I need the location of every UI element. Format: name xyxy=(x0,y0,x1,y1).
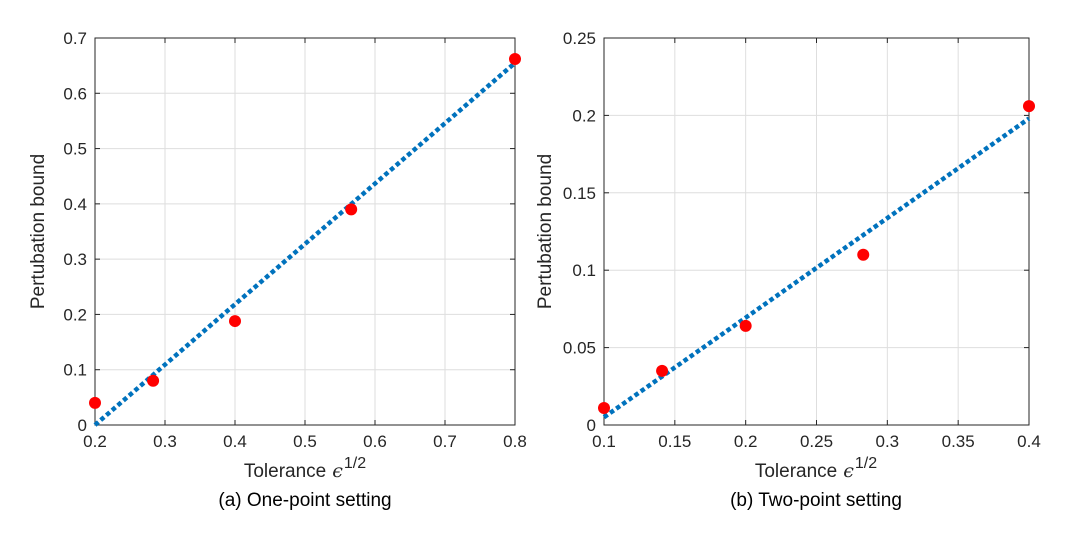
panel-two-point-setting: 0.1 0.15 0.2 0.25 0.3 0.35 0.4 0 0.05 0.1 0.15 0.2 0… xyxy=(535,29,1041,511)
y-tick-label: 0.7 xyxy=(63,29,87,48)
data-point xyxy=(598,401,610,414)
panel-caption: (a) One-point setting xyxy=(218,490,391,511)
x-axis-label-text: Tolerance xyxy=(755,461,837,482)
y-axis-label: Pertubation bound xyxy=(535,154,556,309)
data-point xyxy=(739,319,752,332)
panel-one-point-setting: 0.2 0.3 0.4 0.5 0.6 0.7 0.8 0 0.1 0.2 0.3 0.4 0.5 0.6… xyxy=(28,29,527,511)
data-point xyxy=(147,374,160,387)
y-tick-label: 0.2 xyxy=(63,305,87,324)
fit-line xyxy=(602,116,1031,420)
x-tick-label: 0.6 xyxy=(363,432,387,451)
y-tick-label: 0.4 xyxy=(63,195,87,214)
y-tick-label: 0.15 xyxy=(563,184,596,203)
x-axis-label: Tolerance ϵ1/2 xyxy=(755,455,877,482)
x-tick-label: 0.4 xyxy=(223,432,247,451)
y-tick-label: 0.2 xyxy=(572,106,596,125)
y-tick-label: 0.05 xyxy=(563,339,596,358)
x-tick-label: 0.25 xyxy=(800,432,833,451)
x-tick-label: 0.2 xyxy=(734,432,758,451)
x-axis-label-exponent: 1/2 xyxy=(855,455,877,472)
panel-caption: (b) Two-point setting xyxy=(730,490,902,511)
x-axis-label: Tolerance ϵ1/2 xyxy=(244,455,366,482)
x-tick-label: 0.15 xyxy=(658,432,691,451)
data-point xyxy=(229,315,241,328)
x-tick-label: 0.5 xyxy=(293,432,317,451)
x-axis-label-exponent: 1/2 xyxy=(344,455,366,472)
y-tick-label: 0.1 xyxy=(572,261,596,280)
x-tick-label: 0.1 xyxy=(592,432,616,451)
x-tick-label: 0.8 xyxy=(503,432,527,451)
x-tick-label: 0.7 xyxy=(433,432,457,451)
fit-line xyxy=(93,61,517,427)
x-tick-label: 0.3 xyxy=(876,432,900,451)
x-axis-label-symbol: ϵ xyxy=(332,460,343,482)
y-tick-label: 0.5 xyxy=(63,140,87,159)
x-axis-label-symbol: ϵ xyxy=(843,460,854,482)
data-point xyxy=(509,53,521,66)
y-tick-label: 0 xyxy=(587,416,596,435)
x-tick-label: 0.2 xyxy=(83,432,107,451)
y-axis-label: Pertubation bound xyxy=(28,154,49,309)
x-tick-label: 0.3 xyxy=(153,432,177,451)
x-tick-label: 0.4 xyxy=(1017,432,1041,451)
y-tick-label: 0.6 xyxy=(63,84,87,103)
data-point xyxy=(89,396,101,409)
y-tick-label: 0.1 xyxy=(63,361,87,380)
data-point xyxy=(1023,100,1035,113)
data-point xyxy=(345,203,358,216)
data-point xyxy=(656,364,669,377)
data-point xyxy=(857,248,870,261)
y-tick-label: 0.3 xyxy=(63,250,87,269)
y-tick-label: 0 xyxy=(78,416,87,435)
y-tick-label: 0.25 xyxy=(563,29,596,48)
x-axis-label-text: Tolerance xyxy=(244,461,326,482)
x-tick-label: 0.35 xyxy=(942,432,975,451)
